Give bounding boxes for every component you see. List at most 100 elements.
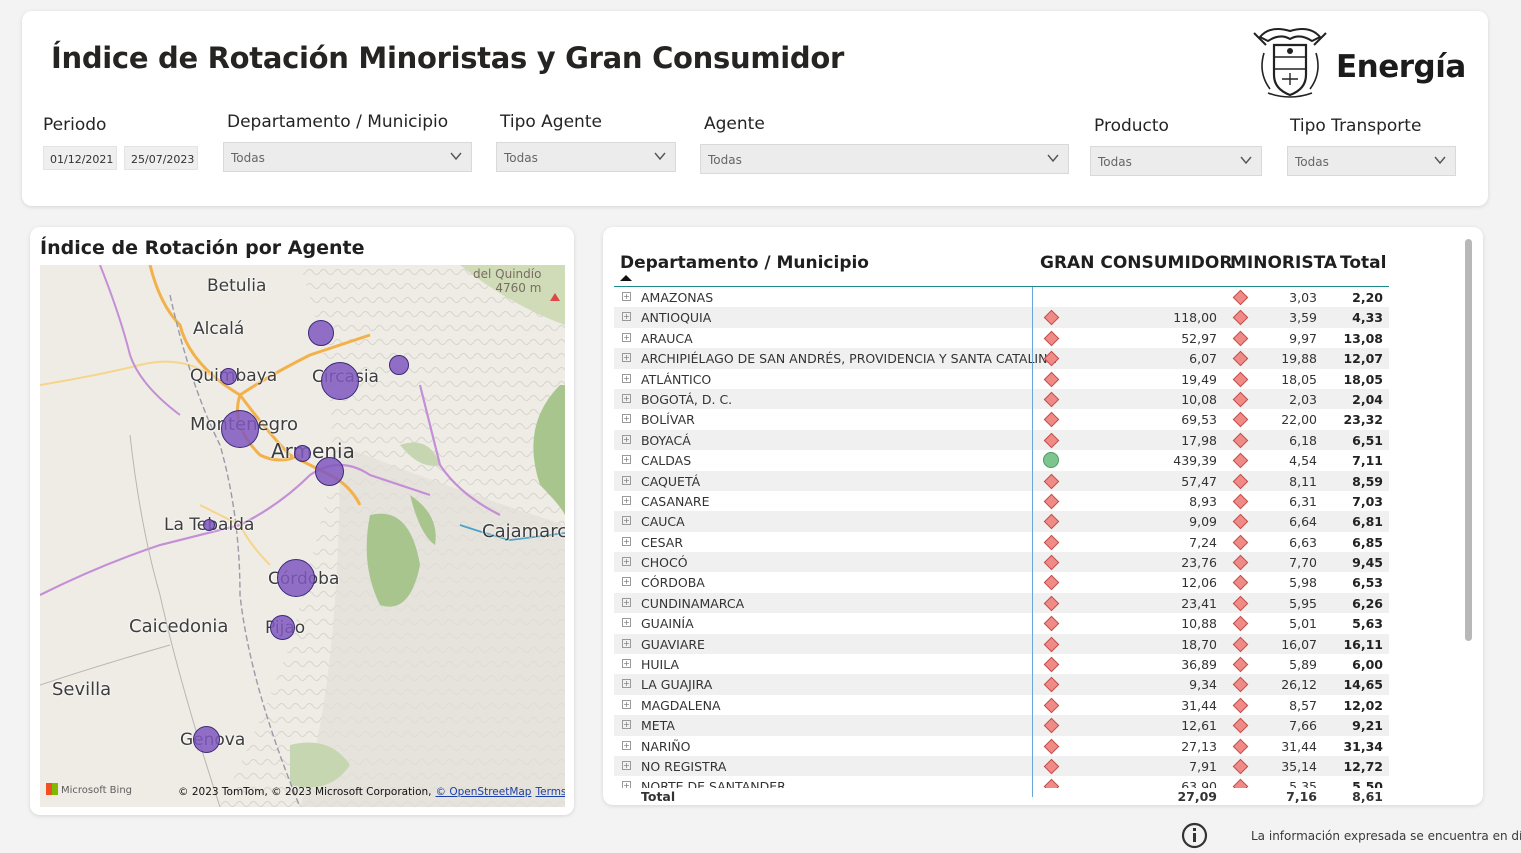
expand-icon[interactable]: + bbox=[622, 373, 631, 383]
table-row[interactable]: + CASANARE 8,93 6,31 7,03 bbox=[614, 491, 1389, 511]
expand-icon[interactable]: + bbox=[622, 557, 631, 567]
departamento-dropdown[interactable]: Todas bbox=[223, 142, 472, 172]
table-row[interactable]: + ANTIOQUIA 118,00 3,59 4,33 bbox=[614, 307, 1389, 328]
map-bubble[interactable] bbox=[221, 410, 259, 448]
table-row[interactable]: + ARCHIPIÉLAGO DE SAN ANDRÉS, PROVIDENCIA… bbox=[614, 348, 1389, 369]
table-row[interactable]: + ARAUCA 52,97 9,97 13,08 bbox=[614, 328, 1389, 348]
minorista-value: 2,03 bbox=[1289, 391, 1317, 407]
table-row[interactable]: + CÓRDOBA 12,06 5,98 6,53 bbox=[614, 572, 1389, 592]
expand-icon[interactable]: + bbox=[622, 414, 631, 424]
total-total: 8,61 bbox=[1352, 789, 1383, 804]
status-diamond-icon bbox=[1232, 717, 1249, 734]
coat-of-arms-icon bbox=[1253, 28, 1327, 98]
map-bubble[interactable] bbox=[203, 519, 215, 531]
table-row[interactable]: + BOYACÁ 17,98 6,18 6,51 bbox=[614, 429, 1389, 451]
date-end-input[interactable]: 25/07/2023 bbox=[124, 146, 198, 170]
table-row[interactable]: + CUNDINAMARCA 23,41 5,95 6,26 bbox=[614, 592, 1389, 614]
expand-icon[interactable]: + bbox=[622, 781, 631, 788]
table-row[interactable]: + BOGOTÁ, D. C. 10,08 2,03 2,04 bbox=[614, 388, 1389, 410]
producto-dropdown[interactable]: Todas bbox=[1090, 146, 1262, 176]
table-row[interactable]: + CAUCA 9,09 6,64 6,81 bbox=[614, 511, 1389, 532]
expand-icon[interactable]: + bbox=[622, 618, 631, 628]
expand-icon[interactable]: + bbox=[622, 659, 631, 669]
terms-link[interactable]: Terms bbox=[535, 786, 565, 798]
expand-icon[interactable]: + bbox=[622, 597, 631, 607]
table-row[interactable]: + MAGDALENA 31,44 8,57 12,02 bbox=[614, 695, 1389, 715]
expand-icon[interactable]: + bbox=[622, 393, 631, 403]
bubble-map[interactable]: del Quindío 4760 m Betulia Alcalá Quimba… bbox=[40, 265, 565, 807]
column-header-departamento[interactable]: Departamento / Municipio bbox=[620, 253, 869, 273]
status-diamond-icon bbox=[1232, 615, 1249, 632]
expand-icon[interactable]: + bbox=[622, 495, 631, 505]
map-bubble[interactable] bbox=[270, 615, 295, 640]
osm-link[interactable]: © OpenStreetMap bbox=[435, 786, 532, 798]
column-header-minorista[interactable]: MINORISTA bbox=[1230, 253, 1338, 273]
info-icon[interactable] bbox=[1181, 822, 1208, 849]
date-start-input[interactable]: 01/12/2021 bbox=[43, 146, 117, 170]
table-row[interactable]: + HUILA 36,89 5,89 6,00 bbox=[614, 654, 1389, 674]
sort-ascending-icon[interactable] bbox=[620, 275, 632, 281]
expand-icon[interactable]: + bbox=[622, 740, 631, 750]
column-header-total[interactable]: Total bbox=[1340, 253, 1387, 273]
map-bubble[interactable] bbox=[220, 368, 237, 385]
table-row[interactable]: + CAQUETÁ 57,47 8,11 8,59 bbox=[614, 470, 1389, 491]
filter-tipo-agente: Tipo Agente bbox=[500, 112, 602, 132]
table-row[interactable]: + GUAINÍA 10,88 5,01 5,63 bbox=[614, 613, 1389, 633]
map-bubble[interactable] bbox=[321, 362, 359, 400]
row-name: BOGOTÁ, D. C. bbox=[641, 391, 733, 407]
minorista-value: 5,95 bbox=[1289, 595, 1317, 611]
total-value: 12,72 bbox=[1343, 758, 1383, 774]
map-bubble[interactable] bbox=[389, 355, 409, 375]
table-row[interactable]: + CALDAS 439,39 4,54 7,11 bbox=[614, 450, 1389, 470]
table-row[interactable]: + LA GUAJIRA 9,34 26,12 14,65 bbox=[614, 674, 1389, 695]
table-row[interactable]: + BOLÍVAR 69,53 22,00 23,32 bbox=[614, 409, 1389, 429]
status-diamond-icon bbox=[1232, 677, 1249, 693]
column-header-gran-consumidor[interactable]: GRAN CONSUMIDOR bbox=[1040, 253, 1233, 273]
map-bubble[interactable] bbox=[193, 726, 220, 753]
agente-dropdown[interactable]: Todas bbox=[700, 144, 1069, 174]
chevron-down-icon bbox=[1047, 154, 1059, 163]
tipo-agente-dropdown[interactable]: Todas bbox=[496, 142, 676, 172]
table-row[interactable]: + NARIÑO 27,13 31,44 31,34 bbox=[614, 736, 1389, 756]
status-diamond-icon bbox=[1043, 595, 1060, 612]
expand-icon[interactable]: + bbox=[622, 720, 631, 730]
map-bubble[interactable] bbox=[294, 445, 311, 462]
map-bubble[interactable] bbox=[315, 457, 344, 486]
expand-icon[interactable]: + bbox=[622, 699, 631, 709]
status-diamond-icon bbox=[1232, 493, 1249, 510]
expand-icon[interactable]: + bbox=[622, 536, 631, 546]
table-row[interactable]: + NO REGISTRA 7,91 35,14 12,72 bbox=[614, 755, 1389, 777]
filter-tipo-agente-label: Tipo Agente bbox=[500, 112, 602, 132]
map-bubble[interactable] bbox=[308, 320, 334, 346]
minorista-value: 4,54 bbox=[1289, 453, 1317, 469]
expand-icon[interactable]: + bbox=[622, 475, 631, 485]
row-name: NO REGISTRA bbox=[641, 758, 727, 774]
expand-icon[interactable]: + bbox=[622, 312, 631, 322]
expand-icon[interactable]: + bbox=[622, 353, 631, 363]
table-row[interactable]: + AMAZONAS 3,03 2,20 bbox=[614, 287, 1389, 307]
total-value: 5,50 bbox=[1352, 779, 1383, 788]
expand-icon[interactable]: + bbox=[622, 455, 631, 465]
expand-icon[interactable]: + bbox=[622, 679, 631, 689]
tipo-transporte-dropdown[interactable]: Todas bbox=[1287, 146, 1456, 176]
table-row[interactable]: + ATLÁNTICO 19,49 18,05 18,05 bbox=[614, 369, 1389, 389]
gran-consumidor-value: 63,90 bbox=[1181, 779, 1217, 788]
row-name: NORTE DE SANTANDER bbox=[641, 779, 786, 788]
expand-icon[interactable]: + bbox=[622, 577, 631, 587]
map-bubble[interactable] bbox=[277, 559, 315, 597]
expand-icon[interactable]: + bbox=[622, 434, 631, 444]
expand-icon[interactable]: + bbox=[622, 760, 631, 770]
status-circle-icon bbox=[1043, 452, 1059, 469]
table-row[interactable]: + NORTE DE SANTANDER 63,90 5,35 5,50 bbox=[614, 776, 1389, 788]
table-row[interactable]: + CHOCÓ 23,76 7,70 9,45 bbox=[614, 552, 1389, 573]
chevron-down-icon bbox=[1434, 156, 1446, 165]
table-row[interactable]: + GUAVIARE 18,70 16,07 16,11 bbox=[614, 633, 1389, 655]
expand-icon[interactable]: + bbox=[622, 332, 631, 342]
expand-icon[interactable]: + bbox=[622, 638, 631, 648]
table-row[interactable]: + CESAR 7,24 6,63 6,85 bbox=[614, 532, 1389, 552]
total-value: 12,07 bbox=[1343, 351, 1383, 367]
table-row[interactable]: + META 12,61 7,66 9,21 bbox=[614, 715, 1389, 736]
expand-icon[interactable]: + bbox=[622, 516, 631, 526]
table-scrollbar[interactable] bbox=[1465, 239, 1472, 641]
expand-icon[interactable]: + bbox=[622, 292, 631, 301]
